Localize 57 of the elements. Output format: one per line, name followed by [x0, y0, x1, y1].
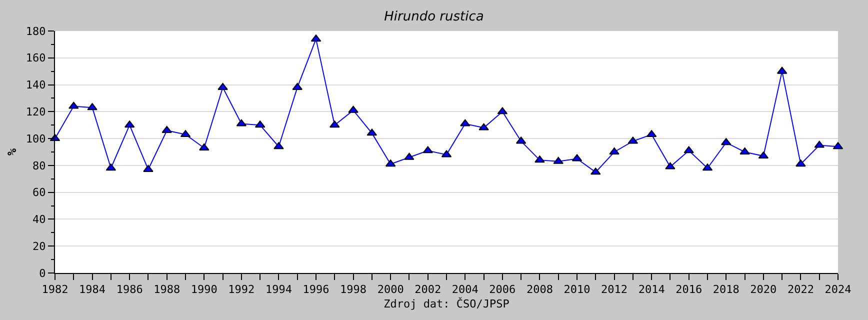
x-tick-label: 1994 [265, 283, 292, 296]
y-tick-label: 140 [26, 78, 46, 92]
x-tick-label: 2008 [526, 283, 553, 296]
x-tick-label: 1992 [228, 283, 255, 296]
point [87, 103, 98, 110]
x-tick-label: 1988 [154, 283, 180, 296]
y-tick-label: 100 [26, 132, 46, 146]
x-tick-label: 1986 [116, 283, 143, 296]
point [292, 82, 302, 90]
point [162, 126, 172, 133]
y-tick-label: 80 [32, 159, 46, 172]
point [553, 156, 564, 164]
y-tick-label: 20 [32, 240, 46, 253]
point [814, 140, 824, 148]
point [422, 146, 433, 154]
x-tick-label: 2016 [676, 283, 702, 296]
point [478, 123, 489, 130]
point [590, 168, 601, 175]
y-tick-label: 160 [26, 52, 46, 65]
x-tick-label: 1998 [340, 283, 367, 296]
point [199, 143, 210, 150]
point [348, 106, 358, 113]
y-tick-label: 60 [32, 186, 46, 200]
point [218, 82, 228, 90]
x-tick-label: 2018 [712, 283, 740, 296]
x-tick-label: 2012 [601, 283, 628, 296]
x-tick-label: 2022 [787, 283, 814, 296]
y-tick-label: 0 [39, 266, 46, 280]
point [274, 142, 284, 150]
point [404, 152, 414, 160]
point [143, 164, 154, 172]
x-tick-label: 1984 [79, 283, 106, 296]
point [796, 160, 806, 167]
x-tick-label: 2000 [377, 283, 404, 296]
point [534, 156, 545, 163]
x-tick-label: 1996 [302, 283, 330, 296]
point [665, 162, 676, 170]
x-tick-label: 2006 [489, 283, 516, 296]
y-tick-label: 120 [26, 106, 46, 119]
point [330, 120, 340, 128]
x-tick-label: 1990 [190, 283, 218, 296]
y-tick-label: 180 [26, 24, 46, 38]
point [684, 146, 694, 154]
y-axis-title: % [5, 148, 20, 156]
point [721, 138, 732, 146]
x-tick-label: 2024 [824, 283, 852, 296]
x-tick-label: 2004 [452, 283, 479, 296]
point [68, 102, 79, 109]
x-tick-label: 2010 [564, 283, 590, 296]
x-tick-label: 2014 [638, 283, 666, 296]
x-tick-label: 1982 [42, 283, 68, 296]
x-tick-label: 2020 [750, 283, 777, 296]
y-tick-label: 40 [32, 213, 46, 226]
x-tick-label: 2002 [414, 283, 442, 296]
point [460, 119, 470, 126]
chart-title: Hirundo rustica [384, 10, 484, 25]
x-axis-title: Zdroj dat: ČSO/JPSP [384, 296, 510, 310]
